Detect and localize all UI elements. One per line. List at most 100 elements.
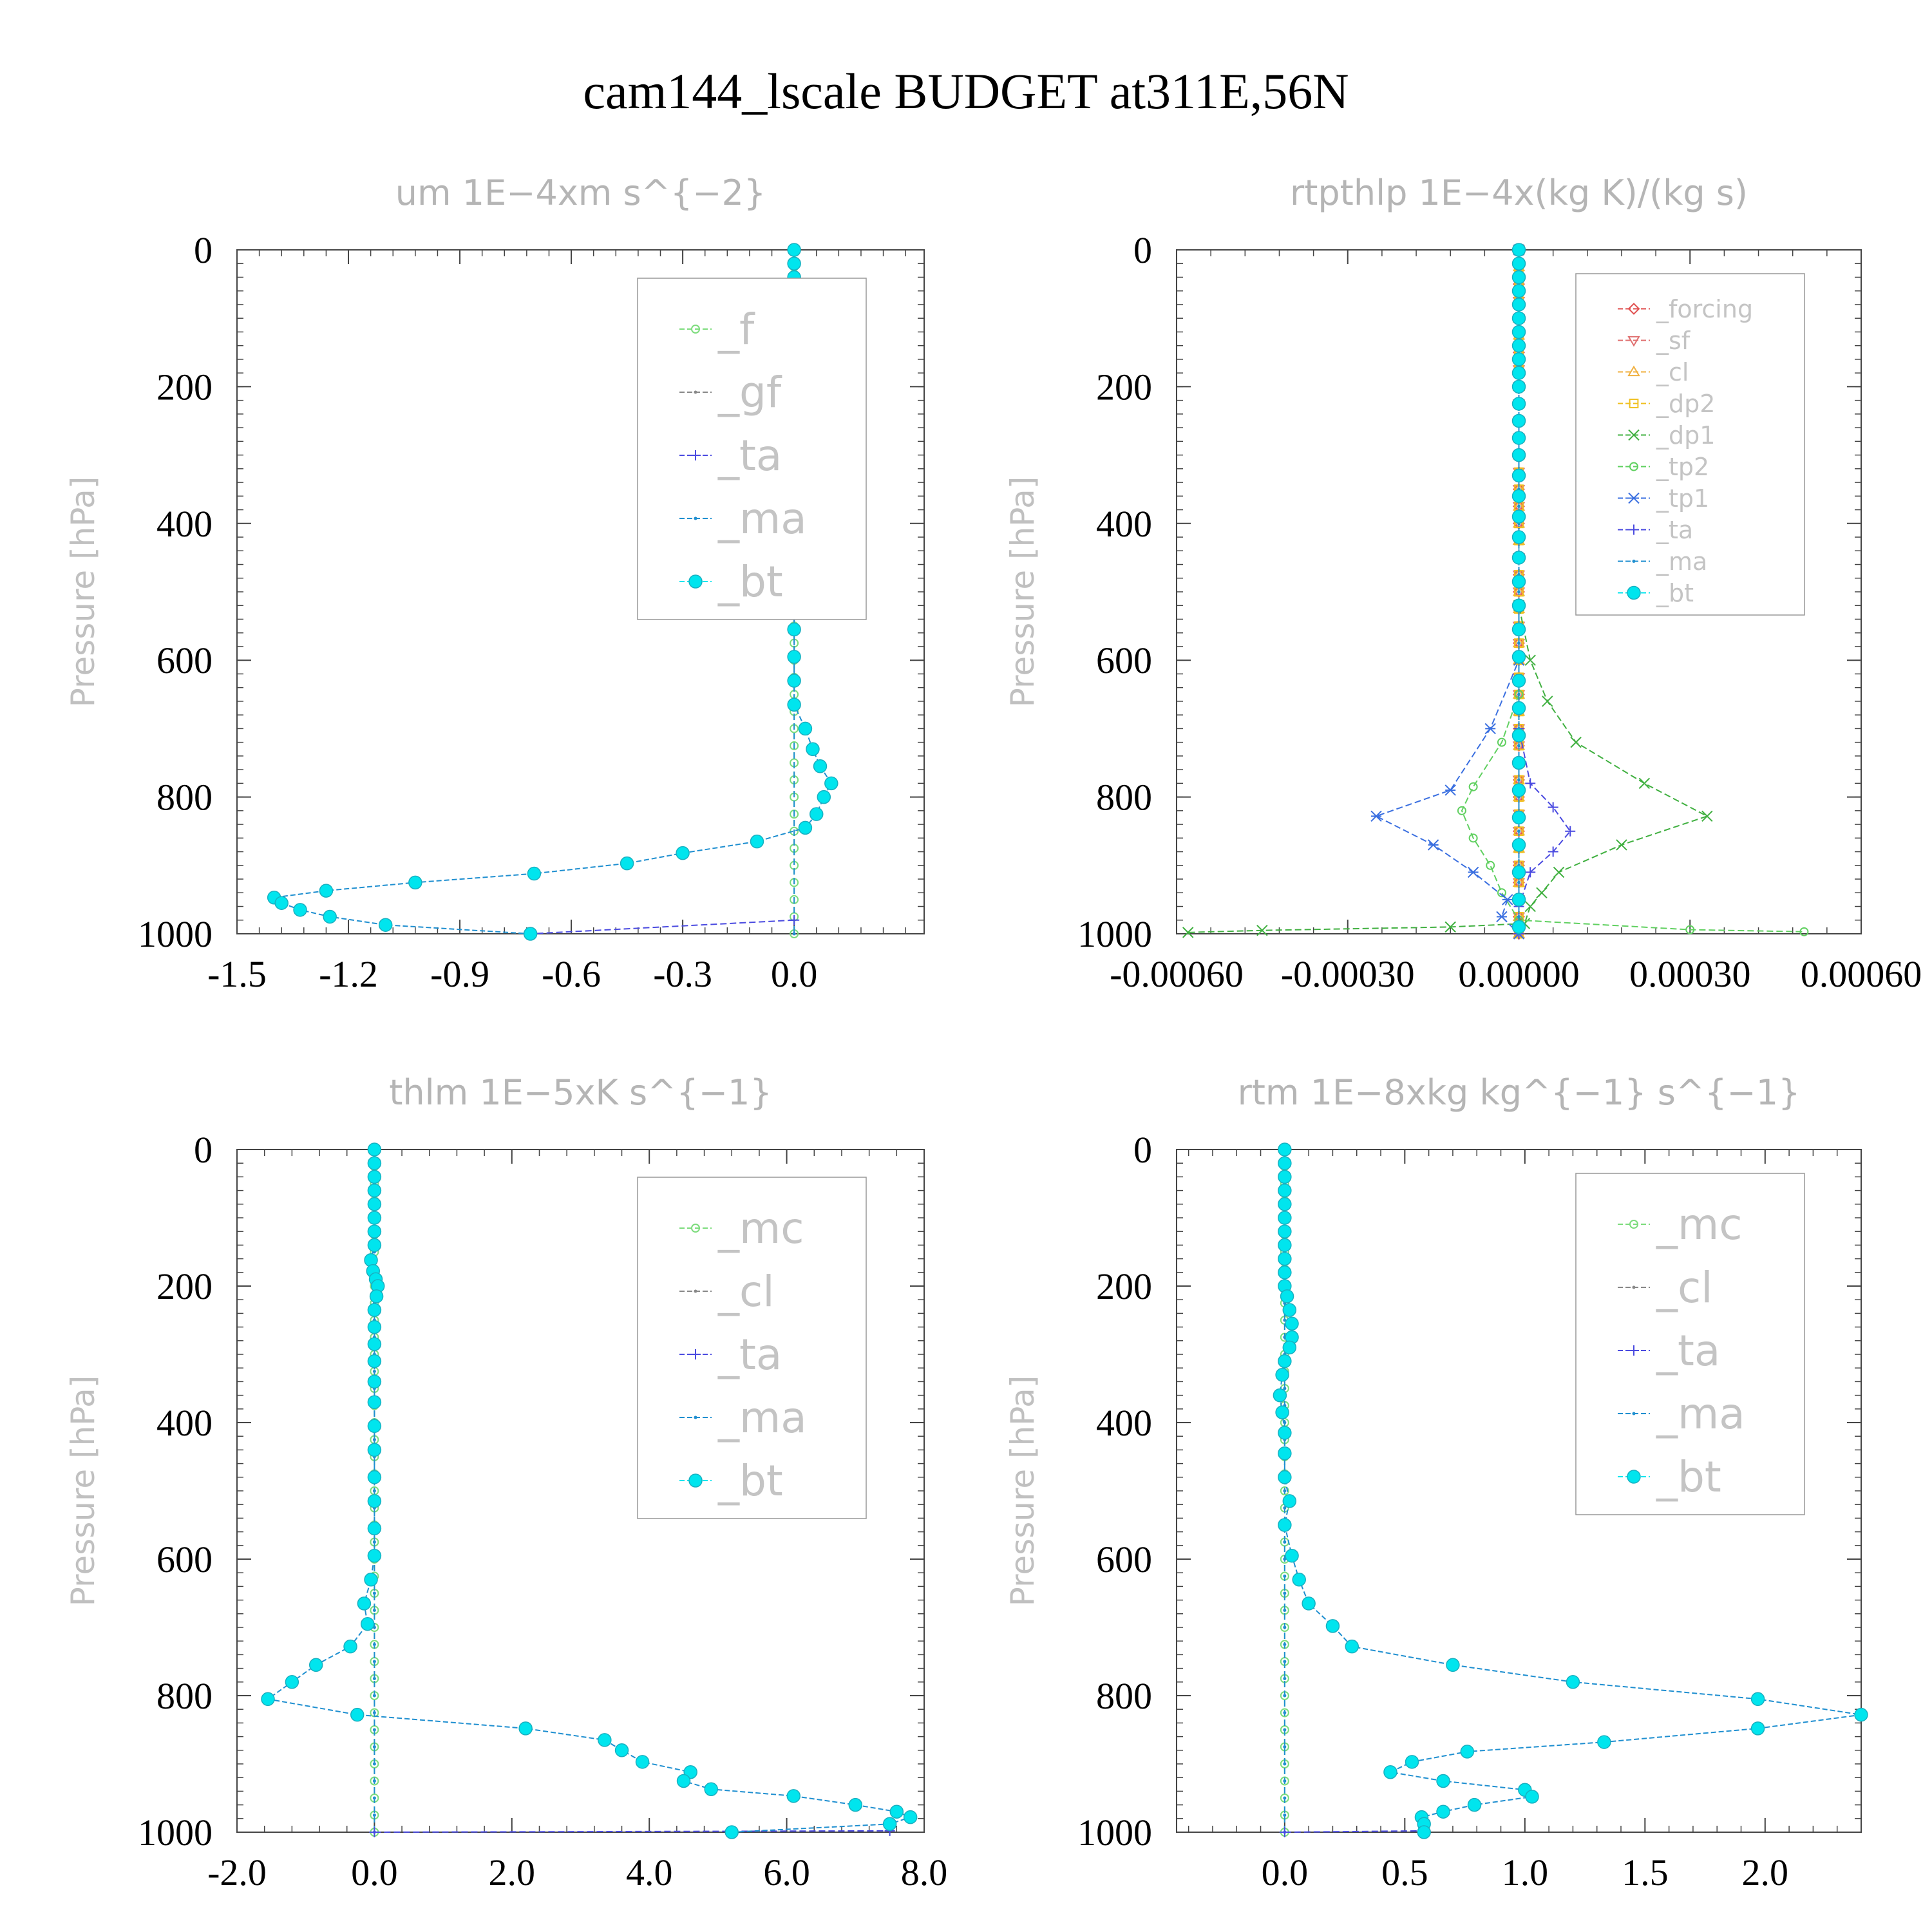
data-point-bt (824, 776, 838, 791)
data-point-bt (1282, 1494, 1297, 1508)
data-point-bt (1275, 1368, 1289, 1382)
data-point-ma (372, 1814, 376, 1817)
legend-marker (1632, 560, 1636, 563)
y-tick-label: 800 (156, 777, 213, 819)
data-point-bt (1511, 509, 1526, 524)
data-point-bt (1278, 1197, 1292, 1211)
data-point-ma (372, 1609, 376, 1612)
data-point-bt (1511, 622, 1526, 637)
x-tick-label: -1.2 (319, 953, 378, 995)
data-point-ma (1283, 1387, 1287, 1390)
data-point-tp2 (1468, 833, 1478, 843)
panel-title: rtpthlp 1E−4x(kg K)/(kg s) (1290, 173, 1748, 213)
data-point-ma (372, 1591, 376, 1595)
legend-entry: _gf (717, 368, 782, 417)
y-tick-label: 600 (156, 639, 213, 681)
legend-marker (1629, 462, 1638, 471)
data-point-bt (367, 1494, 382, 1508)
data-point-ma (1283, 1728, 1287, 1732)
legend-entry: _ma (717, 494, 807, 544)
data-point-bt (261, 1692, 275, 1707)
data-point-bt (367, 1197, 382, 1211)
data-point-bt (806, 742, 820, 757)
data-point-bt (1511, 366, 1526, 380)
data-point-bt (1511, 598, 1526, 612)
y-axis-label: Pressure [hPa] (64, 477, 102, 708)
data-point-ma (372, 1540, 376, 1544)
data-point-ma (1283, 1796, 1287, 1800)
data-point-bt (1750, 1721, 1765, 1736)
data-point-bt (1278, 1251, 1292, 1266)
legend-entry: _bt (717, 557, 783, 607)
data-point-bt (518, 1721, 533, 1736)
data-point-ma (372, 1370, 376, 1373)
series-line-ta (374, 1830, 890, 1833)
x-tick-label: -1.5 (207, 953, 267, 995)
data-point-bt (1405, 1755, 1419, 1769)
data-point-dp1 (1536, 887, 1548, 898)
legend-marker (688, 1473, 703, 1488)
legend-marker (1629, 1220, 1638, 1229)
series-line-ta (530, 919, 795, 934)
data-point-bt (367, 1337, 382, 1351)
data-point-bt (889, 1804, 904, 1819)
legend-marker (694, 390, 697, 394)
data-point-bt (1278, 1446, 1292, 1461)
legend-marker (1627, 336, 1640, 347)
series-line-ta (1518, 250, 1571, 934)
data-point-ta (1525, 867, 1536, 878)
legend-marker (694, 1289, 697, 1293)
data-point-bt (1282, 1340, 1297, 1355)
data-point-tp1 (1444, 784, 1456, 796)
data-point-ta (1525, 778, 1536, 789)
data-point-bt (1278, 1426, 1292, 1440)
x-tick-label: 1.0 (1502, 1852, 1549, 1893)
data-point-mc (1280, 1776, 1289, 1786)
data-point-dp1 (1570, 736, 1582, 748)
data-point-bt (367, 1303, 382, 1317)
data-point-bt (635, 1755, 650, 1769)
data-point-bt (1511, 701, 1526, 715)
data-point-tp2 (1468, 782, 1478, 791)
data-point-f (790, 810, 799, 819)
data-point-bt (1511, 755, 1526, 770)
data-point-bt (1511, 256, 1526, 270)
legend-entry: _bt (1656, 579, 1694, 607)
legend-marker (1627, 303, 1640, 315)
legend-box (1575, 1173, 1805, 1515)
legend-entry: _mc (1656, 1200, 1743, 1249)
data-point-bt (1511, 865, 1526, 880)
legend-entry: _forcing (1656, 295, 1753, 323)
data-point-bt (1511, 468, 1526, 483)
legend-entry: _cl (1656, 358, 1689, 386)
data-point-ma (1283, 1677, 1287, 1680)
data-point-tp2 (1497, 737, 1506, 747)
data-point-bt (367, 1374, 382, 1389)
data-point-bt (285, 1675, 299, 1689)
data-point-ma (1283, 1814, 1287, 1817)
data-point-ma (372, 1728, 376, 1732)
data-point-bt (367, 1211, 382, 1225)
data-point-bt (1511, 298, 1526, 312)
data-point-ma (1517, 641, 1520, 645)
data-point-bt (1302, 1596, 1316, 1611)
y-axis-label: Pressure [hPa] (1004, 1376, 1041, 1607)
data-point-bt (1511, 431, 1526, 445)
y-tick-label: 1000 (1077, 1812, 1152, 1853)
data-point-ma (372, 1438, 376, 1441)
data-point-bt (1511, 413, 1526, 428)
y-tick-label: 600 (1096, 1539, 1152, 1580)
data-point-bt (1436, 1804, 1450, 1819)
y-tick-label: 600 (1096, 639, 1152, 681)
data-point-bt (1511, 574, 1526, 589)
data-point-bt (1597, 1735, 1611, 1749)
panel-title: rtm 1E−8xkg kg^{−1} s^{−1} (1238, 1072, 1801, 1113)
figure-title: cam144_lscale BUDGET at311E,56N (583, 63, 1349, 119)
data-point-ma (372, 1660, 376, 1663)
data-point-bt (1511, 810, 1526, 825)
x-tick-label: 2.0 (489, 1852, 536, 1893)
data-point-ma (1283, 1660, 1287, 1663)
data-point-ma (1283, 1506, 1287, 1510)
data-point-tp2 (1799, 927, 1809, 936)
